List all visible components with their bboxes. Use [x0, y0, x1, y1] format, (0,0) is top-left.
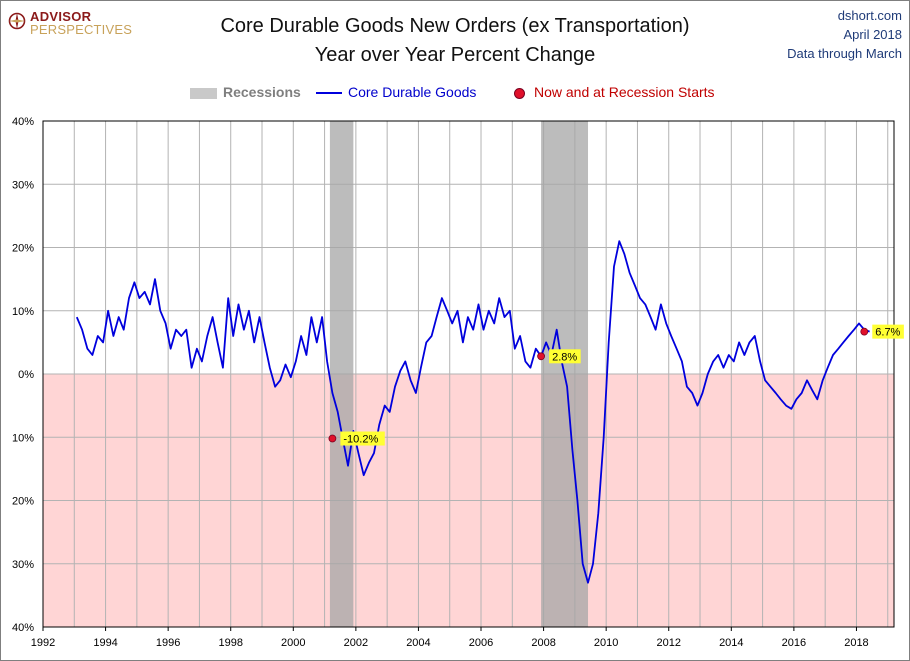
callout-label: -10.2% [343, 434, 378, 446]
x-tick-label: 1994 [93, 637, 117, 649]
y-tick-label: 10% [12, 306, 34, 318]
x-tick-label: 1998 [218, 637, 242, 649]
x-tick-label: 2018 [844, 637, 868, 649]
x-tick-label: 2016 [782, 637, 806, 649]
y-tick-label: 30% [12, 179, 34, 191]
y-tick-label: 20% [12, 243, 34, 255]
y-tick-label: 20% [12, 496, 34, 508]
marker-dot [861, 328, 868, 335]
x-tick-label: 2012 [656, 637, 680, 649]
x-tick-label: 2010 [594, 637, 618, 649]
x-tick-label: 1992 [31, 637, 55, 649]
callout-label: 6.7% [875, 327, 900, 339]
marker-dot [538, 353, 545, 360]
x-tick-label: 1996 [156, 637, 180, 649]
y-tick-label: 30% [12, 559, 34, 571]
x-tick-label: 2002 [344, 637, 368, 649]
recession-band [330, 121, 353, 627]
x-tick-label: 2006 [469, 637, 493, 649]
y-tick-label: 0% [18, 369, 34, 381]
x-tick-label: 2000 [281, 637, 305, 649]
x-tick-label: 2008 [531, 637, 555, 649]
x-tick-label: 2014 [719, 637, 743, 649]
x-tick-label: 2004 [406, 637, 430, 649]
y-tick-label: 40% [12, 116, 34, 128]
marker-dot [329, 435, 336, 442]
callout-label: 2.8% [552, 351, 577, 363]
y-tick-label: 40% [12, 622, 34, 634]
y-tick-label: 10% [12, 432, 34, 444]
